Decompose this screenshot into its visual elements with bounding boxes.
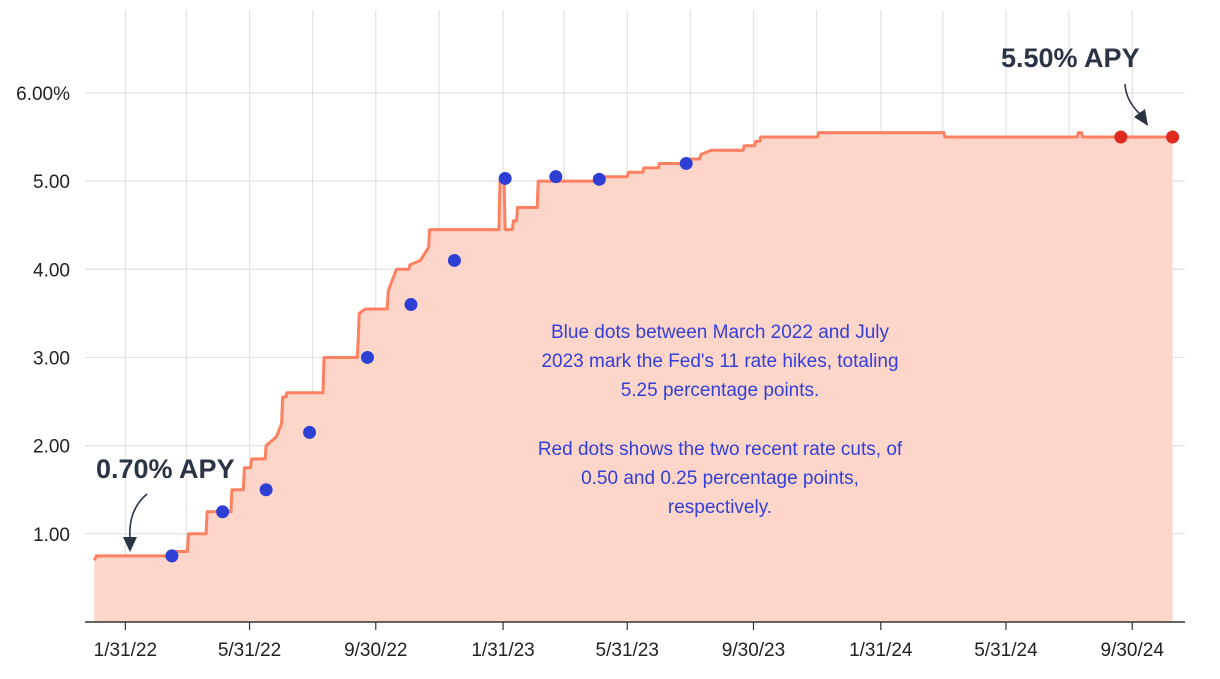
- rate-hike-dot: [303, 425, 317, 439]
- y-tick-label: 4.00: [33, 260, 70, 281]
- rate-hike-dot: [259, 483, 273, 497]
- start-callout-arrow: [129, 493, 148, 539]
- rate-cut-dot: [1114, 130, 1128, 144]
- y-tick-label: 1.00: [33, 525, 70, 546]
- x-tick-label: 1/31/22: [94, 640, 157, 661]
- rate-hike-dot: [404, 298, 418, 312]
- note-line-1: Blue dots between March 2022 and July: [551, 322, 889, 343]
- end-callout-arrow: [1124, 83, 1141, 115]
- rate-cut-dot: [1166, 130, 1180, 144]
- y-tick-label: 2.00: [33, 437, 70, 458]
- y-tick-label: 5.00: [33, 172, 70, 193]
- x-tick-label: 5/31/24: [974, 640, 1038, 661]
- x-tick-label: 5/31/23: [596, 640, 659, 661]
- x-tick-label: 9/30/23: [722, 640, 785, 661]
- rate-hike-dot: [549, 170, 563, 184]
- end-callout: 5.50% APY: [1001, 43, 1140, 73]
- rate-hike-dot: [216, 505, 230, 519]
- x-tick-label: 1/31/24: [849, 640, 913, 661]
- rate-hike-dot: [679, 156, 693, 170]
- start-callout-arrowhead: [123, 537, 137, 552]
- y-tick-label: 3.00: [33, 348, 70, 369]
- x-tick-label: 5/31/22: [218, 640, 281, 661]
- rate-area: [94, 132, 1173, 622]
- rate-hike-dot: [498, 171, 512, 185]
- note-line-3: 5.25 percentage points.: [621, 380, 820, 401]
- note-line-5: 0.50 and 0.25 percentage points,: [581, 468, 859, 489]
- note-line-2: 2023 mark the Fed's 11 rate hikes, total…: [541, 351, 898, 372]
- rate-hike-dot: [592, 172, 606, 186]
- x-tick-label: 1/31/23: [471, 640, 534, 661]
- rate-line: [92, 131, 1173, 561]
- rate-hike-dot: [361, 350, 375, 364]
- x-tick-label: 9/30/24: [1101, 640, 1165, 661]
- rate-hike-dot: [447, 253, 461, 267]
- x-tick-label: 9/30/22: [344, 640, 407, 661]
- note-line-4: Red dots shows the two recent rate cuts,…: [538, 439, 903, 460]
- end-callout-arrowhead: [1134, 109, 1148, 126]
- y-tick-label: 6.00%: [16, 84, 70, 105]
- start-callout: 0.70% APY: [96, 454, 235, 484]
- note-line-6: respectively.: [668, 497, 772, 518]
- rate-hike-dot: [165, 549, 179, 563]
